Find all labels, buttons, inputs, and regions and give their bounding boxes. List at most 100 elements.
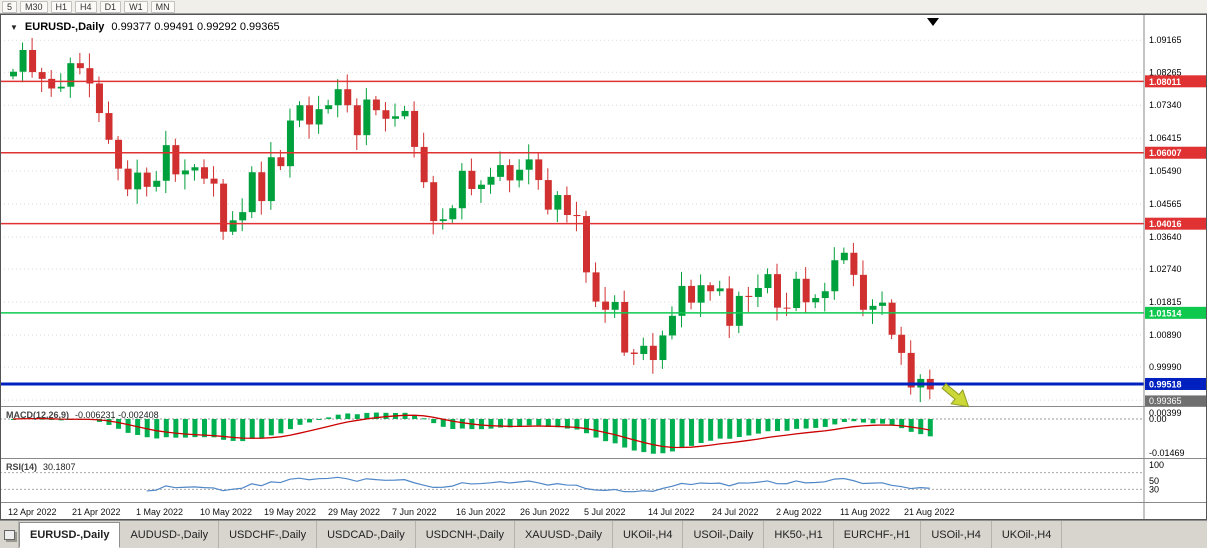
chart-marker-icon [927,18,939,26]
candle [554,195,562,210]
symbol-tab-hk50-h1[interactable]: HK50-,H1 [764,521,834,548]
axis-label: 1.08011 [1149,77,1181,87]
candle [181,170,189,175]
timeframe-button-m30[interactable]: M30 [20,0,48,13]
candle [573,214,581,217]
axis-label: 12 Apr 2022 [8,507,57,517]
axis-label: 24 Jul 2022 [712,507,759,517]
candle [48,78,56,89]
axis-label: 21 Apr 2022 [72,507,121,517]
candle [888,302,896,335]
symbol-tab-usdchf-daily[interactable]: USDCHF-,Daily [219,521,318,548]
candle [344,89,352,106]
axis-label: 0.99365 [1149,396,1182,406]
axis-label: 2 Aug 2022 [776,507,822,517]
symbol-tab-usdcad-daily[interactable]: USDCAD-,Daily [317,521,416,548]
candle [363,99,371,136]
axis-label: 1 May 2022 [136,507,183,517]
symbol-tab-usoil-daily[interactable]: USOil-,Daily [683,521,765,548]
candle [907,352,915,388]
candle [286,120,294,167]
timeframe-button-mn[interactable]: MN [150,0,175,13]
candle [162,145,170,181]
axis-label: 100 [1149,460,1164,470]
candle [716,288,724,292]
timeframe-button-w1[interactable]: W1 [124,0,148,13]
down-arrow-annotation[interactable] [938,379,974,413]
candle [630,352,638,354]
symbol-tab-usdcnh-daily[interactable]: USDCNH-,Daily [416,521,515,548]
candle [134,172,142,190]
axis-label: 1.02740 [1149,264,1182,274]
symbol-tab-ukoil-h4[interactable]: UKOil-,H4 [992,521,1063,548]
timeframe-toolbar: 5 M30 H1 H4 D1 W1 MN [0,0,1207,14]
candle [229,220,237,232]
axis-label: 1.03640 [1149,232,1182,242]
candle [420,146,428,183]
candle [172,145,180,175]
tab-list-icon[interactable] [0,521,19,548]
axis-label: 1.06415 [1149,133,1182,143]
candle [525,159,533,170]
candle [296,105,304,121]
candle [831,260,839,292]
candle [76,63,84,69]
timeframe-button-d1[interactable]: D1 [99,0,122,13]
candle [124,168,132,190]
candle [430,182,438,222]
candle [191,167,199,171]
rsi-line [146,476,930,493]
candle [210,178,218,184]
candle [372,99,380,111]
axis-label: 50 [1149,476,1159,486]
candle [143,172,151,187]
axis-label: 1.08265 [1149,67,1182,77]
axis-label: 1.01514 [1149,308,1182,318]
candle [640,345,648,354]
candle [353,105,361,136]
timeframe-button-h1[interactable]: H1 [50,0,73,13]
candle [659,335,667,361]
macd-values: -0.006231 -0.002408 [75,410,159,420]
chart-title: ▼ EURUSD-,Daily 0.99377 0.99491 0.99292 … [10,21,280,33]
candle [477,184,485,189]
candle [850,252,858,275]
chart-symbol-label: EURUSD-,Daily [24,21,105,33]
symbol-tab-xauusd-daily[interactable]: XAUUSD-,Daily [515,521,613,548]
candle [86,68,94,84]
candle [812,298,820,303]
rsi-label: RSI(14) 30.1807 [6,462,76,472]
symbol-tab-audusd-daily[interactable]: AUDUSD-,Daily [120,521,220,548]
macd-name: MACD(12,26,9) [6,410,70,420]
symbol-tab-usoil-h4[interactable]: USOil-,H4 [921,521,992,548]
symbol-tab-ukoil-h4[interactable]: UKOil-,H4 [613,521,684,548]
symbol-tab-eurchf-h1[interactable]: EURCHF-,H1 [834,521,922,548]
axis-label: 21 Aug 2022 [904,507,955,517]
timeframe-button-5[interactable]: 5 [2,0,18,13]
candle [487,176,495,185]
candle [306,105,314,125]
candle [879,302,887,306]
timeframe-button-h4[interactable]: H4 [75,0,97,13]
candle [592,272,600,302]
candle [267,157,275,202]
axis-label: 0.00399 [1149,408,1182,418]
axis-label: -0.01469 [1149,448,1185,458]
symbol-dropdown-icon[interactable]: ▼ [10,22,18,32]
candle [774,274,781,308]
candle [334,89,342,106]
candle [735,295,743,326]
candle [248,172,256,213]
candle [621,301,629,353]
candle [678,285,686,316]
axis-label: 0.00 [1149,414,1167,424]
candle [535,159,543,181]
candle [401,110,409,117]
candle [668,315,676,336]
symbol-tab-eurusd-daily[interactable]: EURUSD-,Daily [19,522,121,548]
axis-label: 1.05490 [1149,166,1182,176]
candle [411,110,419,147]
price-badge [1145,377,1206,390]
chart-canvas[interactable]: 1.09165 1.08265 1.07340 1.06415 1.05490 1.045… [0,14,1207,520]
candle [602,301,610,310]
